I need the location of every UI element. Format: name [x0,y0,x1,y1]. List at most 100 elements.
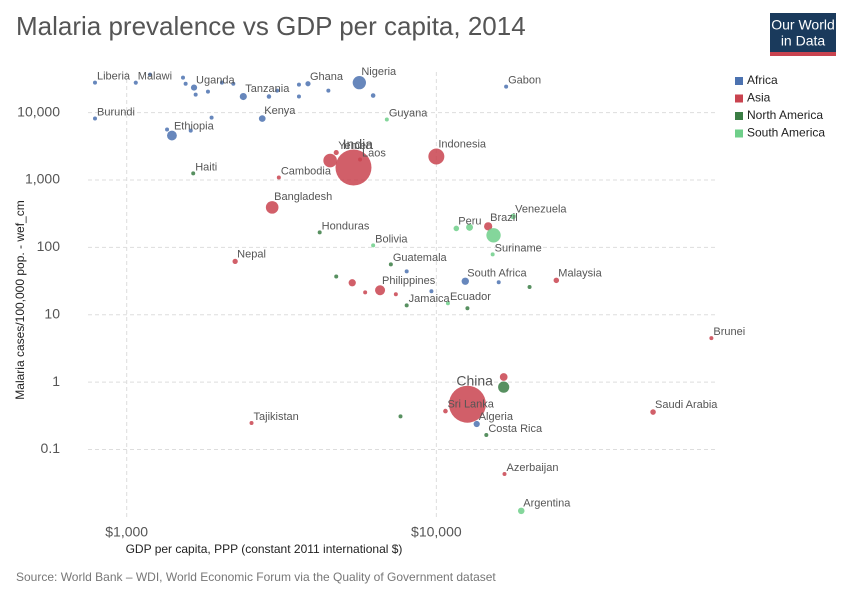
legend-swatch [735,77,743,85]
legend-label: North America [747,108,823,122]
point [404,269,409,274]
point [388,262,393,267]
point [358,157,363,162]
point [239,92,247,101]
point [276,175,281,180]
logo-box [770,13,836,53]
chart-title: Malaria prevalence vs GDP per capita, 20… [16,11,526,41]
point [266,94,272,99]
point-label: Liberia [97,71,131,83]
point [510,213,516,220]
point [209,115,214,120]
logo-bar [770,52,836,56]
point-label: Guyana [389,107,428,119]
y-tick-label: 0.1 [41,440,61,456]
point-label: Ethiopia [174,121,215,133]
point-label: Yemen [338,140,372,152]
point [205,89,210,94]
point-label: Guatemala [393,252,448,264]
point-label: Brunei [713,326,745,338]
point-label: Indonesia [438,138,487,150]
legend-swatch [735,112,743,120]
legend-label: Africa [747,73,778,87]
point [461,277,469,285]
legend-label: South America [747,126,825,140]
point [404,303,409,308]
point [499,373,508,381]
point [709,336,714,341]
point [384,117,389,122]
point [504,84,509,89]
point [393,292,398,297]
point-label: Brazil [490,212,518,224]
point-label: Malawi [138,70,172,82]
point [484,222,493,231]
point-label: Ecuador [450,291,491,303]
point [448,385,486,423]
point [334,274,339,279]
legend-swatch [735,94,743,103]
point-label: Bangladesh [274,191,332,203]
y-tick-label: 1 [52,373,60,389]
point [219,80,224,85]
point [348,279,356,287]
point [231,81,236,86]
point [553,277,560,284]
y-tick-label: 1,000 [25,171,60,187]
x-tick-label: $1,000 [105,524,148,540]
point [465,306,470,311]
point-label: Jamaica [409,293,451,305]
point-label: Haiti [195,161,217,173]
point [133,80,138,85]
point-label: South Africa [467,267,527,279]
point [258,115,266,122]
point-label: Peru [458,216,481,228]
x-axis-title: GDP per capita, PPP (constant 2011 inter… [126,542,403,556]
point [191,171,196,176]
logo-text: in Data [781,33,826,49]
point-label: Bolivia [375,233,408,245]
point [323,153,337,168]
point-label: Philippines [382,275,436,287]
point-label: Honduras [322,220,370,232]
point-label: Venezuela [515,204,567,216]
point [167,130,177,141]
point [180,75,185,80]
point-label: Saudi Arabia [655,399,718,411]
point [650,409,656,415]
point-label: Malaysia [558,268,602,280]
point [445,301,450,306]
logo-text: Our World [771,17,835,33]
point [429,289,434,294]
point [232,258,238,264]
point [265,201,279,214]
point [193,92,198,97]
point [249,421,254,426]
point [370,93,376,98]
point [333,150,339,156]
point [490,252,495,257]
point-label: Kenya [264,105,296,117]
source: Source: World Bank – WDI, World Economic… [16,570,496,584]
point [183,81,188,86]
point-label: Tanzania [245,83,290,95]
point-label: Nigeria [361,66,397,78]
point [275,88,280,93]
point-label: China [456,372,493,388]
x-tick-label: $10,000 [411,524,462,540]
point [148,72,153,77]
point [486,228,501,243]
point [188,128,193,133]
point [502,471,507,476]
point-label: Sri Lanka [447,399,494,411]
point [527,285,532,290]
point [335,149,372,186]
point-label: Burundi [97,106,135,118]
point-label: Tajikistan [254,411,299,423]
point [296,94,301,99]
point [92,116,97,121]
point [473,420,480,428]
point-label: India [343,136,374,152]
point [496,280,501,285]
